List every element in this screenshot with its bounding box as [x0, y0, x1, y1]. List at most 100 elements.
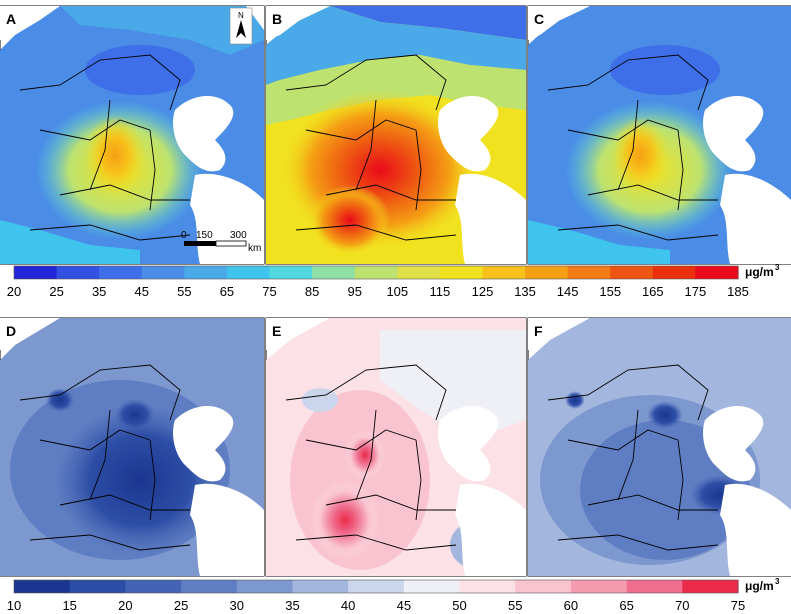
province-borders — [547, 54, 719, 241]
panel-label-b: B — [272, 11, 282, 27]
top-legend-tick-label: 125 — [472, 284, 494, 299]
southwest-zone — [528, 220, 670, 264]
dark-spot — [115, 399, 155, 431]
bottom-legend-swatch — [570, 580, 628, 593]
top-legend-swatch — [99, 266, 143, 279]
panel-label-e: E — [272, 323, 281, 339]
map-corner-nw-b — [266, 6, 330, 40]
top-legend-tick-label: 65 — [220, 284, 234, 299]
province-borders — [19, 364, 191, 551]
bottom-legend-tick-label: 35 — [285, 598, 299, 613]
province-borders — [547, 364, 719, 551]
bottom-legend-tick-label: 15 — [62, 598, 76, 613]
north-arrow-label: N — [238, 11, 244, 20]
bottom-unit-superscript: 3 — [775, 577, 780, 586]
bottom-legend-tick-label: 40 — [341, 598, 355, 613]
hotspot-zone — [85, 115, 145, 195]
top-legend-tick-label: 85 — [305, 284, 319, 299]
bottom-unit-label: μg/m — [745, 579, 774, 593]
top-legend-tick-label: 75 — [262, 284, 276, 299]
top-colorbar: 20 25 35 45 55 65 75 85 95 105 115 125 135 145 155 165 1… — [7, 263, 780, 299]
scale-bar: 0 150 300 km — [181, 230, 261, 254]
top-legend-swatch — [312, 266, 356, 279]
bottom-legend-tick-label: 70 — [675, 598, 689, 613]
hotspot-north — [345, 430, 385, 480]
bottom-legend-swatch — [348, 580, 405, 593]
bottom-legend-swatch — [403, 580, 461, 593]
hotspot-zone — [612, 117, 668, 193]
top-legend-swatch — [610, 266, 654, 279]
yellow-sea — [720, 173, 791, 264]
hotspot-zone — [310, 480, 380, 560]
bohai-sea — [173, 95, 234, 172]
top-legend-swatch — [56, 266, 100, 279]
bottom-legend-frame — [13, 579, 739, 594]
panel-label-f: F — [534, 323, 543, 339]
scale-unit: km — [248, 243, 261, 254]
bottom-legend-swatch — [236, 580, 294, 593]
panel-d: D — [0, 317, 265, 577]
mountain-zone — [85, 45, 195, 95]
top-legend-tick-label: 115 — [430, 284, 451, 299]
top-legend-swatch — [141, 266, 185, 279]
top-legend-tick-label: 20 — [7, 284, 21, 299]
top-legend-tick-label: 145 — [557, 284, 579, 299]
top-legend-swatch — [354, 266, 398, 279]
map-corner-nw-f — [528, 318, 590, 350]
bottom-legend-swatch — [626, 580, 683, 593]
map-corner-nw-a — [0, 6, 60, 40]
scale-bar-filled — [184, 241, 216, 246]
top-legend-swatch — [439, 266, 484, 279]
top-legend-swatch — [652, 266, 697, 279]
province-borders — [285, 364, 457, 551]
cool-spot — [302, 388, 338, 412]
bottom-legend-tick-label: 30 — [230, 598, 244, 613]
inner-zone — [580, 420, 750, 560]
map-north-band — [60, 6, 264, 55]
bottom-legend-swatch — [459, 580, 516, 593]
panel-a: A N 0 150 300 km — [0, 5, 265, 265]
top-legend-tick-label: 45 — [135, 284, 149, 299]
province-borders — [19, 54, 191, 241]
scale-tick-300: 300 — [230, 230, 247, 241]
map-north-band — [330, 6, 526, 40]
north-arrow: N — [229, 7, 253, 45]
panel-label-d: D — [6, 323, 16, 339]
bohai-sea — [703, 95, 764, 172]
top-legend-tick-label: 35 — [92, 284, 106, 299]
bottom-legend-swatch — [14, 580, 71, 593]
bottom-legend-tick-label: 45 — [397, 598, 411, 613]
top-legend-tick-label: 25 — [49, 284, 63, 299]
bohai-sea — [703, 405, 764, 482]
top-legend-tick-label: 95 — [347, 284, 361, 299]
yellow-sea — [190, 483, 264, 576]
panel-b: B — [265, 5, 527, 265]
yellow-sea — [455, 173, 526, 264]
top-legend-swatch — [226, 266, 271, 279]
panel-f: F — [527, 317, 791, 577]
dark-spot — [565, 391, 585, 409]
top-unit-label: μg/m — [745, 265, 774, 279]
top-legend-frame — [13, 265, 739, 280]
top-legend-tick-label: 155 — [599, 284, 621, 299]
bottom-legend-swatch — [69, 580, 126, 593]
bottom-legend-tick-label: 55 — [508, 598, 522, 613]
bottom-legend-tick-label: 10 — [7, 598, 21, 613]
scale-bar-open — [215, 240, 247, 247]
bottom-legend-tick-label: 75 — [731, 598, 745, 613]
bottom-legend-tick-label: 60 — [564, 598, 578, 613]
top-legend-swatch — [525, 266, 569, 279]
top-legend-tick-label: 165 — [642, 284, 664, 299]
map-north-mid — [266, 6, 526, 85]
map-corner-nw-c — [528, 6, 590, 40]
yellow-sea — [455, 483, 526, 576]
north-arrow-icon — [236, 20, 246, 38]
panel-label-c: C — [534, 11, 544, 27]
map-corner-nw-e — [266, 318, 330, 350]
panel-e: E — [265, 317, 527, 577]
dark-spot — [647, 401, 683, 429]
southwest-zone — [0, 220, 140, 264]
bottom-legend-swatch — [125, 580, 182, 593]
